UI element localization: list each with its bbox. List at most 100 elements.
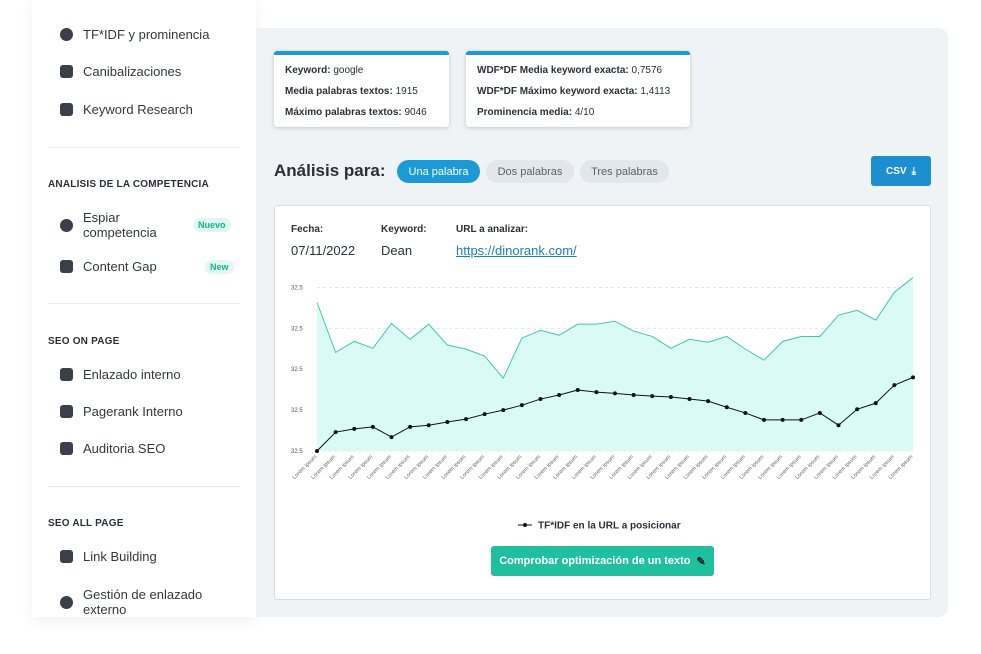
point bbox=[538, 397, 543, 402]
menu-label: Link Building bbox=[83, 549, 157, 564]
info-value: 1915 bbox=[395, 86, 418, 97]
menu-label: Enlazado interno bbox=[83, 367, 181, 382]
meta-value: 07/11/2022 bbox=[291, 243, 356, 258]
menu-item[interactable]: Gestión de enlazado externo bbox=[60, 587, 250, 617]
info-value: google bbox=[333, 65, 364, 76]
y-tick-label: 32.5 bbox=[291, 408, 303, 414]
divider bbox=[48, 486, 240, 487]
point bbox=[855, 407, 860, 412]
point bbox=[352, 426, 357, 431]
meta-value: Dean bbox=[381, 243, 413, 258]
button-label: CSV bbox=[886, 165, 907, 177]
y-tick-label: 32.5 bbox=[291, 326, 303, 332]
tab[interactable]: Una palabra bbox=[397, 160, 480, 183]
divider bbox=[48, 303, 240, 304]
point bbox=[799, 417, 804, 422]
legend-swatch-dot bbox=[523, 523, 527, 527]
menu-label: Pagerank Interno bbox=[83, 404, 183, 419]
point bbox=[501, 408, 506, 413]
menu-item[interactable]: Espiar competencia Nuevo bbox=[60, 210, 250, 240]
point bbox=[315, 449, 319, 453]
info-value: 0,7576 bbox=[631, 65, 663, 76]
point bbox=[743, 410, 748, 415]
menu-item[interactable]: Enlazado interno bbox=[60, 367, 250, 382]
point bbox=[780, 417, 785, 422]
point bbox=[836, 423, 841, 428]
point bbox=[613, 391, 617, 396]
area-line bbox=[316, 277, 914, 380]
meta-link[interactable]: https://dinorank.com/ bbox=[456, 243, 577, 258]
tab[interactable]: Dos palabras bbox=[486, 160, 574, 183]
point bbox=[594, 390, 599, 395]
info-box: WDF*DF Media keyword exacta: 0,7576 WDF*… bbox=[466, 51, 690, 127]
info-box: Keyword: google Media palabras textos: 1… bbox=[274, 51, 449, 127]
point bbox=[668, 395, 673, 399]
point bbox=[892, 383, 897, 388]
info-label: WDF*DF Máximo keyword exacta: bbox=[477, 86, 638, 97]
y-tick-label: 32.5 bbox=[291, 367, 303, 373]
meta-label: Fecha: bbox=[291, 224, 324, 235]
point bbox=[873, 401, 878, 406]
menu-label: Keyword Research bbox=[83, 102, 193, 117]
menu-label: Gestión de enlazado externo bbox=[83, 587, 203, 617]
point bbox=[370, 424, 375, 429]
menu-item[interactable]: TF*IDF y prominencia bbox=[60, 27, 250, 42]
info-label: Media palabras textos: bbox=[285, 86, 393, 97]
menu-item[interactable]: Pagerank Interno bbox=[60, 404, 250, 419]
point bbox=[482, 412, 487, 417]
point bbox=[706, 399, 711, 404]
pencil-icon: ✎ bbox=[696, 555, 706, 568]
divider bbox=[48, 147, 240, 148]
point bbox=[389, 435, 394, 440]
y-tick-label: 32.5 bbox=[291, 449, 303, 455]
menu-label: Content Gap bbox=[83, 259, 157, 274]
info-label: Máximo palabras textos: bbox=[285, 107, 402, 118]
legend-label: TF*IDF en la URL a posicionar bbox=[538, 521, 681, 532]
sidebar bbox=[32, 0, 256, 617]
badge: New bbox=[205, 259, 234, 274]
point bbox=[911, 375, 915, 380]
check-button[interactable]: Comprobar optimización de un texto ✎ bbox=[491, 546, 714, 576]
menu-item[interactable]: Canibalizaciones bbox=[60, 64, 250, 79]
button-label: Comprobar optimización de un texto bbox=[499, 555, 691, 567]
info-value: 9046 bbox=[404, 107, 427, 118]
point bbox=[445, 419, 450, 424]
menu-item[interactable]: Content Gap New bbox=[60, 259, 250, 274]
menu-label: TF*IDF y prominencia bbox=[83, 27, 210, 42]
menu-item[interactable]: Auditoria SEO bbox=[60, 441, 250, 456]
info-value: 4/10 bbox=[574, 107, 595, 118]
tab[interactable]: Tres palabras bbox=[580, 160, 669, 183]
menu-label: Auditoria SEO bbox=[83, 441, 166, 456]
menu-item[interactable]: Link Building bbox=[60, 549, 250, 564]
area bbox=[317, 277, 913, 451]
point bbox=[519, 403, 524, 408]
menu-item[interactable]: Keyword Research bbox=[60, 102, 250, 117]
info-label: Prominencia media: bbox=[477, 107, 573, 118]
point bbox=[762, 417, 766, 422]
point bbox=[575, 388, 580, 393]
point bbox=[408, 424, 413, 429]
menu-label: Espiar competencia bbox=[83, 210, 157, 240]
section-title: SEO ON PAGE bbox=[48, 336, 120, 347]
csv-button[interactable]: CSV ⤓ bbox=[871, 156, 931, 186]
point bbox=[333, 430, 338, 435]
point bbox=[557, 392, 562, 397]
badge: Nuevo bbox=[193, 218, 231, 232]
section-heading: Análisis para: bbox=[274, 161, 386, 180]
info-label: WDF*DF Media keyword exacta: bbox=[477, 65, 629, 76]
point bbox=[817, 410, 822, 415]
point bbox=[426, 423, 431, 428]
meta-label: URL a analizar: bbox=[456, 224, 529, 235]
section-title: ANALISIS DE LA COMPETENCIA bbox=[48, 179, 209, 190]
info-value: 1,4113 bbox=[640, 86, 671, 97]
y-tick-label: 32.5 bbox=[291, 285, 303, 291]
menu-label: Canibalizaciones bbox=[83, 64, 182, 79]
point bbox=[650, 394, 655, 399]
point bbox=[724, 405, 729, 410]
download-icon: ⤓ bbox=[911, 165, 916, 177]
meta-label: Keyword: bbox=[381, 224, 427, 235]
point bbox=[687, 397, 692, 402]
info-label: Keyword: bbox=[285, 65, 331, 76]
